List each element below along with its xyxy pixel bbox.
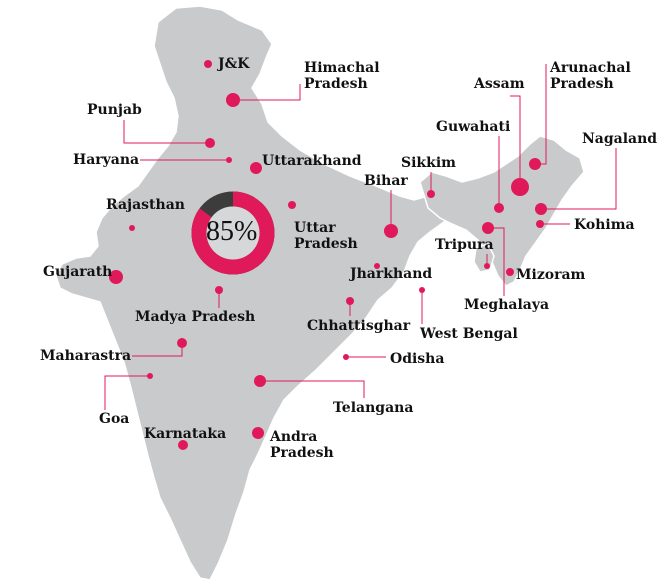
gujarath-label: Gujarath — [43, 264, 113, 280]
jharkhand-label: Jharkhand — [350, 266, 433, 282]
mizoram-marker — [506, 268, 514, 276]
maharastra-marker — [177, 338, 187, 348]
odisha-marker — [343, 354, 349, 360]
jk-marker — [204, 60, 212, 68]
assam-label: Assam — [474, 76, 525, 92]
himachal-marker — [226, 93, 240, 107]
assam-leader-line — [510, 95, 521, 187]
uttar-pradesh-label: Uttar Pradesh — [294, 220, 358, 252]
india-mainland-shape — [55, 5, 449, 581]
uttarakhand-marker — [250, 162, 262, 174]
progress-value: 85% — [206, 216, 258, 247]
nagaland-marker — [535, 203, 547, 215]
uttar-pradesh-marker — [288, 201, 296, 209]
chhattisghar-label: Chhattisghar — [307, 318, 411, 334]
telangana-marker — [254, 375, 266, 387]
meghalaya-marker — [482, 222, 494, 234]
telangana-label: Telangana — [333, 400, 414, 416]
nagaland-label: Nagaland — [582, 131, 658, 147]
goa-marker — [147, 373, 153, 379]
haryana-label: Haryana — [73, 152, 140, 168]
rajasthan-label: Rajasthan — [106, 197, 185, 213]
progress-ring-fill — [191, 191, 275, 275]
haryana-marker — [226, 157, 232, 163]
goa-leader-line — [104, 375, 150, 410]
karnataka-marker — [178, 440, 188, 450]
meghalaya-label: Meghalaya — [464, 297, 550, 313]
punjab-label: Punjab — [87, 102, 142, 118]
mizoram-label: Mizoram — [516, 267, 586, 283]
arunachal-label: Arunachal Pradesh — [550, 60, 631, 92]
jharkhand-marker — [374, 263, 380, 269]
guwahati-label: Guwahati — [436, 119, 511, 135]
location-markers — [109, 60, 547, 450]
assam-marker — [511, 178, 529, 196]
progress-ring-center — [206, 206, 260, 260]
guwahati-marker — [494, 203, 504, 213]
west-bengal-marker — [419, 287, 425, 293]
telangana-leader-line — [260, 380, 365, 398]
punjab-marker — [205, 138, 215, 148]
sikkim-marker — [427, 190, 435, 198]
maharastra-label: Maharastra — [40, 348, 132, 364]
progress-ring — [191, 191, 275, 275]
himachal-leader-line — [233, 84, 301, 101]
gujarath-marker — [109, 270, 123, 284]
uttarakhand-label: Uttarakhand — [262, 153, 362, 169]
punjab-leader-line — [123, 120, 210, 144]
bihar-label: Bihar — [364, 173, 408, 189]
jk-label: J&K — [218, 56, 250, 72]
chhattisghar-marker — [346, 297, 354, 305]
kohima-label: Kohima — [574, 217, 635, 233]
west-bengal-label: West Bengal — [420, 326, 518, 342]
nagaland-leader-line — [541, 148, 617, 210]
arunachal-marker — [529, 158, 541, 170]
madya-pradesh-label: Madya Pradesh — [135, 309, 256, 325]
andra-pradesh-label: Andra Pradesh — [270, 429, 334, 461]
kohima-marker — [536, 220, 544, 228]
rajasthan-marker — [129, 225, 135, 231]
himachal-label: Himachal Pradesh — [304, 60, 380, 92]
sikkim-label: Sikkim — [401, 155, 456, 171]
madya-pradesh-marker — [215, 286, 223, 294]
odisha-label: Odisha — [390, 351, 445, 367]
goa-label: Goa — [99, 411, 130, 427]
tripura-label: Tripura — [435, 237, 494, 253]
karnataka-label: Karnataka — [144, 426, 227, 442]
bihar-marker — [384, 224, 398, 238]
tripura-marker — [484, 263, 490, 269]
andra-pradesh-marker — [252, 427, 264, 439]
